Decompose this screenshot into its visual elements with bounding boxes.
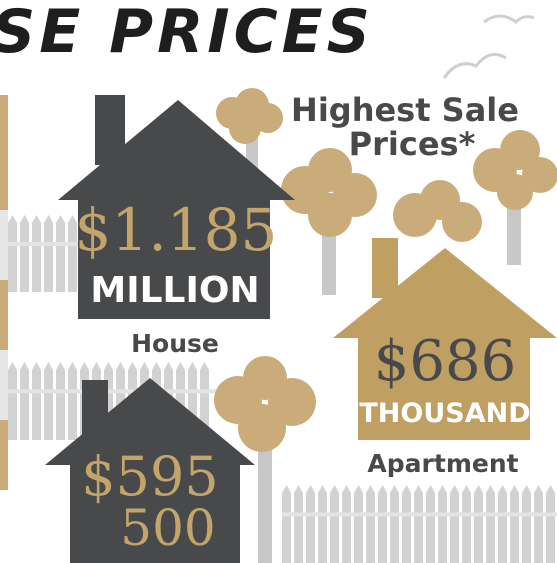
picket <box>450 485 459 563</box>
picket <box>44 215 53 292</box>
picket <box>318 485 327 563</box>
subtitle: Highest Sale <box>291 91 519 129</box>
picket <box>438 485 447 563</box>
picket <box>330 485 339 563</box>
picket <box>294 485 303 563</box>
picket <box>200 362 209 440</box>
tree <box>393 180 482 242</box>
picket <box>522 485 531 563</box>
unit: MILLION <box>90 270 259 311</box>
apartment <box>333 238 557 440</box>
trees <box>214 88 557 563</box>
birds <box>442 14 535 79</box>
picket <box>462 485 471 563</box>
left-stripes <box>0 95 8 490</box>
picket <box>8 215 17 292</box>
picket <box>474 485 483 563</box>
picket <box>366 485 375 563</box>
house-small <box>45 378 255 563</box>
picket <box>68 215 77 292</box>
bird <box>442 52 507 79</box>
fence-rail <box>8 389 218 394</box>
trunk <box>258 430 272 563</box>
amount-cents: 500 <box>120 499 215 557</box>
amount: $595 <box>81 445 218 508</box>
bird <box>483 14 535 24</box>
picket <box>342 485 351 563</box>
amount: $686 <box>374 329 517 394</box>
picket <box>20 362 29 440</box>
picket <box>426 485 435 563</box>
picket <box>498 485 507 563</box>
picket <box>44 362 53 440</box>
picket <box>56 215 65 292</box>
label: House <box>131 329 219 358</box>
picket <box>510 485 519 563</box>
picket <box>354 485 363 563</box>
picket <box>32 215 41 292</box>
picket <box>306 485 315 563</box>
picket <box>414 485 423 563</box>
picket <box>68 362 77 440</box>
label: Apartment <box>367 449 518 478</box>
amount: $1.185 <box>75 196 278 264</box>
trunk <box>322 220 336 295</box>
picket <box>20 215 29 292</box>
tree <box>473 130 557 210</box>
picket <box>546 485 555 563</box>
title: SE PRICES <box>0 0 374 67</box>
picket <box>282 485 291 563</box>
picket <box>390 485 399 563</box>
fence-rail <box>282 512 557 517</box>
picket <box>56 362 65 440</box>
unit: THOUSAND <box>359 398 530 429</box>
picket <box>534 485 543 563</box>
picket <box>402 485 411 563</box>
trunk <box>507 195 521 265</box>
house <box>58 95 295 319</box>
picket <box>8 362 17 440</box>
tree <box>216 88 283 144</box>
fence-rail <box>8 241 80 246</box>
tree <box>281 148 377 237</box>
picket <box>486 485 495 563</box>
picket <box>32 362 41 440</box>
picket <box>378 485 387 563</box>
tree <box>214 356 316 452</box>
subtitle: Prices* <box>349 125 476 163</box>
